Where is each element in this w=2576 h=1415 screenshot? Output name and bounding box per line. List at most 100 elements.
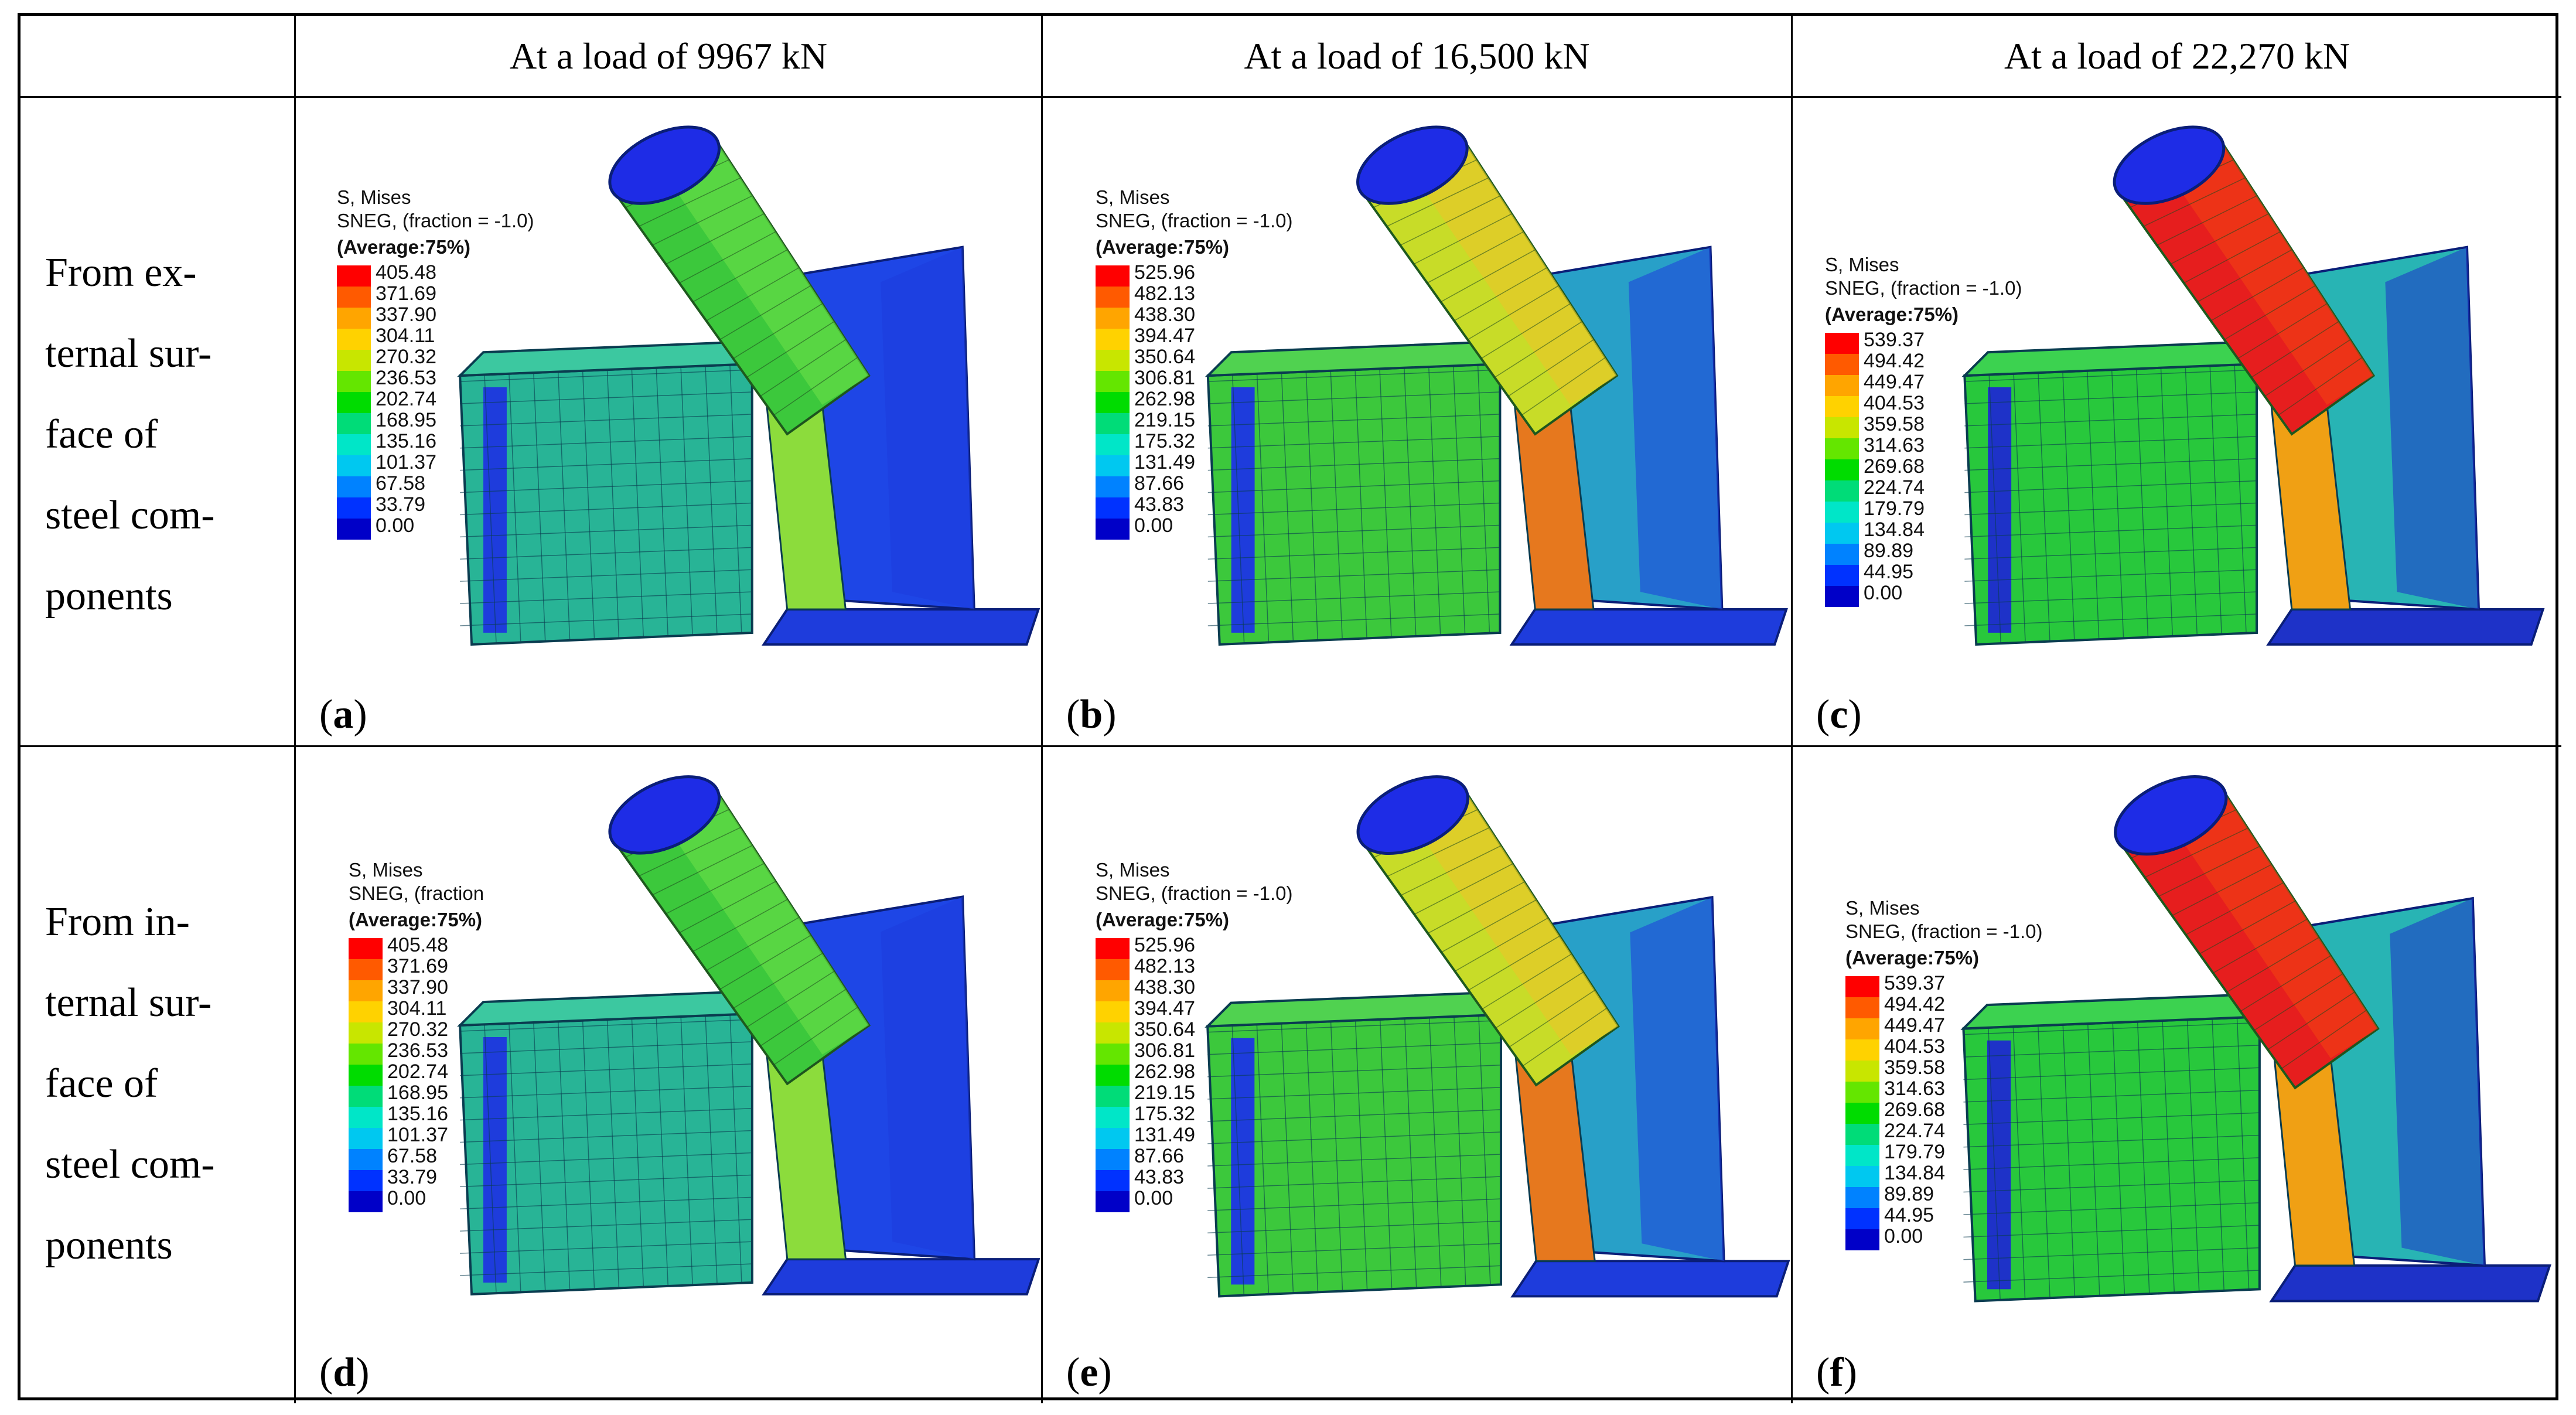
legend-swatch (1096, 1170, 1130, 1191)
legend-value: 67.58 (387, 1145, 438, 1167)
legend-swatch (1825, 459, 1859, 480)
legend-value: 539.37 (1884, 972, 1945, 994)
legend-swatch (337, 455, 371, 476)
legend-value: 371.69 (387, 955, 448, 977)
legend-value: 337.90 (387, 976, 448, 998)
stress-legend: S, Mises SNEG, (fraction = -1.0) (Averag… (1096, 858, 1293, 1224)
row-label-line: face of (45, 1061, 158, 1106)
legend-value: 306.81 (1134, 1039, 1195, 1062)
color-scale: 405.48 371.69 337.90 304.11 270.32 236.53 202.… (349, 935, 484, 1224)
fe-model-image (1960, 775, 2551, 1303)
legend-swatch (1096, 476, 1130, 497)
legend-swatch (1096, 1065, 1130, 1086)
legend-swatch (1096, 1086, 1130, 1107)
legend-value: 134.84 (1884, 1162, 1945, 1184)
legend-swatch (1845, 1082, 1879, 1103)
legend-value: 224.74 (1864, 476, 1925, 499)
legend-swatch (1825, 586, 1859, 607)
fe-model-image (1205, 775, 1790, 1298)
row-label-line: From ex- (45, 250, 197, 295)
legend-swatch (337, 329, 371, 350)
legend-value: 449.47 (1884, 1014, 1945, 1036)
legend-swatch (1096, 434, 1130, 455)
results-table: At a load of 9967 kN At a load of 16,500… (18, 13, 2561, 1403)
legend-swatch (337, 392, 371, 413)
legend-value: 539.37 (1864, 329, 1925, 351)
legend-swatch (337, 519, 371, 540)
legend-color-bar (337, 265, 371, 540)
legend-swatch (1096, 413, 1130, 434)
legend-swatch (1096, 1022, 1130, 1044)
stress-legend: S, Mises SNEG, (fraction (Average:75%) 4… (349, 858, 484, 1224)
legend-value: 0.00 (376, 514, 415, 537)
legend-swatch (1096, 329, 1130, 350)
column-header-2: At a load of 16,500 kN (1043, 16, 1793, 98)
legend-value: 438.30 (1134, 304, 1195, 326)
legend-value: 202.74 (376, 388, 436, 410)
legend-color-bar (349, 938, 383, 1212)
legend-swatch (349, 1191, 383, 1212)
legend-swatch (1825, 354, 1859, 375)
panel-d: S, Mises SNEG, (fraction (Average:75%) 4… (296, 747, 1043, 1403)
legend-swatch (1096, 1001, 1130, 1022)
legend-value: 394.47 (1134, 325, 1195, 347)
legend-value: 394.47 (1134, 997, 1195, 1020)
legend-value: 219.15 (1134, 1082, 1195, 1104)
legend-swatch (337, 265, 371, 287)
legend-swatch (1845, 1166, 1879, 1187)
legend-value: 175.32 (1134, 430, 1195, 452)
panel-e: S, Mises SNEG, (fraction = -1.0) (Averag… (1043, 747, 1793, 1403)
legend-value: 89.89 (1884, 1183, 1934, 1205)
legend-value: 525.96 (1134, 261, 1195, 284)
legend-swatch (349, 980, 383, 1001)
legend-swatch (1096, 959, 1130, 980)
panel-label: (a) (319, 692, 367, 737)
legend-value: 0.00 (1134, 1187, 1173, 1209)
legend-value: 482.13 (1134, 955, 1195, 977)
legend-swatch (337, 497, 371, 519)
legend-value: 0.00 (387, 1187, 427, 1209)
legend-value: 405.48 (376, 261, 436, 284)
legend-swatch (1845, 1187, 1879, 1208)
legend-value: 0.00 (1884, 1225, 1923, 1247)
row-label-line: ponents (45, 1223, 173, 1268)
legend-swatch (1096, 938, 1130, 959)
legend-value: 135.16 (376, 430, 436, 452)
legend-swatch (1096, 455, 1130, 476)
legend-swatch (1825, 480, 1859, 502)
legend-value: 449.47 (1864, 371, 1925, 393)
legend-value: 131.49 (1134, 1124, 1195, 1146)
legend-swatch (1096, 1107, 1130, 1128)
stress-legend: S, Mises SNEG, (fraction = -1.0) (Averag… (1825, 253, 2022, 619)
legend-swatch (349, 959, 383, 980)
legend-swatch (1845, 1018, 1879, 1039)
fe-model-image (457, 125, 1040, 646)
panel-label: (c) (1816, 692, 1862, 737)
legend-value: 337.90 (376, 304, 436, 326)
legend-value: 269.68 (1884, 1099, 1945, 1121)
legend-swatch (1096, 1044, 1130, 1065)
legend-value: 219.15 (1134, 409, 1195, 431)
legend-value: 175.32 (1134, 1103, 1195, 1125)
legend-value: 525.96 (1134, 934, 1195, 956)
legend-swatch (1825, 502, 1859, 523)
legend-swatch (1096, 1149, 1130, 1170)
row-label-line: steel com- (45, 493, 215, 538)
legend-value: 359.58 (1884, 1056, 1945, 1079)
legend-value: 33.79 (376, 493, 426, 516)
legend-value: 43.83 (1134, 1166, 1185, 1188)
panel-label: (b) (1066, 692, 1117, 737)
legend-value: 314.63 (1884, 1078, 1945, 1100)
legend-swatch (1096, 1191, 1130, 1212)
stress-legend: S, Mises SNEG, (fraction = -1.0) (Averag… (337, 186, 534, 551)
row-label-line: ternal sur- (45, 331, 212, 376)
legend-swatch (1845, 1103, 1879, 1124)
legend-value: 89.89 (1864, 540, 1914, 562)
legend-swatch (349, 1086, 383, 1107)
legend-swatch (349, 1170, 383, 1191)
legend-value: 494.42 (1864, 350, 1925, 372)
legend-value: 314.63 (1864, 434, 1925, 456)
row-label-line: From in- (45, 899, 190, 945)
row-label-line: ternal sur- (45, 980, 212, 1025)
color-scale: 539.37 494.42 449.47 404.53 359.58 314.63 269.… (1845, 972, 2043, 1262)
